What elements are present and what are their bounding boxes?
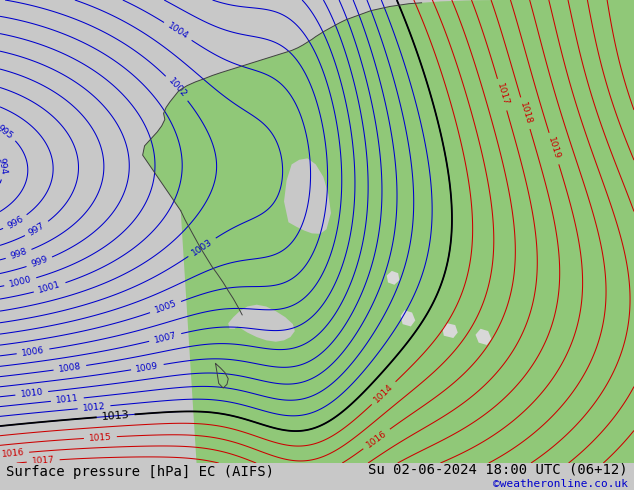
- Text: 1009: 1009: [135, 361, 160, 373]
- Text: 1004: 1004: [166, 22, 190, 41]
- Text: 998: 998: [9, 247, 29, 261]
- Text: 1002: 1002: [166, 76, 188, 99]
- Polygon shape: [216, 364, 228, 388]
- Polygon shape: [476, 329, 491, 345]
- Text: Surface pressure [hPa] EC (AIFS): Surface pressure [hPa] EC (AIFS): [6, 465, 275, 479]
- Text: 999: 999: [30, 255, 49, 270]
- Polygon shape: [443, 323, 458, 338]
- Text: 995: 995: [0, 123, 15, 141]
- Text: 1000: 1000: [8, 275, 32, 289]
- Polygon shape: [143, 0, 634, 463]
- Text: 1008: 1008: [58, 362, 82, 374]
- Text: 1005: 1005: [153, 299, 178, 315]
- Polygon shape: [401, 310, 415, 326]
- Text: 1015: 1015: [89, 432, 112, 442]
- Text: 1012: 1012: [82, 402, 106, 413]
- Text: 1017: 1017: [32, 456, 55, 466]
- Polygon shape: [284, 158, 331, 234]
- Text: 1007: 1007: [153, 330, 178, 344]
- Text: 1019: 1019: [547, 136, 562, 161]
- Text: 1003: 1003: [190, 237, 214, 257]
- Text: 996: 996: [6, 214, 25, 230]
- Text: 1016: 1016: [365, 428, 389, 449]
- Text: 994: 994: [0, 157, 8, 175]
- Text: 1001: 1001: [37, 280, 62, 295]
- Polygon shape: [0, 0, 634, 463]
- Text: ©weatheronline.co.uk: ©weatheronline.co.uk: [493, 479, 628, 489]
- Text: Su 02-06-2024 18:00 UTC (06+12): Su 02-06-2024 18:00 UTC (06+12): [368, 463, 628, 477]
- Text: 1013: 1013: [101, 410, 130, 422]
- Text: 1017: 1017: [495, 82, 510, 107]
- Text: 1006: 1006: [21, 345, 45, 358]
- Text: 1018: 1018: [518, 101, 533, 125]
- Text: 1014: 1014: [372, 382, 395, 404]
- Text: 1010: 1010: [20, 388, 44, 399]
- Text: 997: 997: [27, 220, 46, 237]
- Polygon shape: [228, 305, 295, 342]
- Text: 1016: 1016: [1, 448, 25, 459]
- Polygon shape: [387, 271, 399, 285]
- Text: 1011: 1011: [55, 394, 79, 405]
